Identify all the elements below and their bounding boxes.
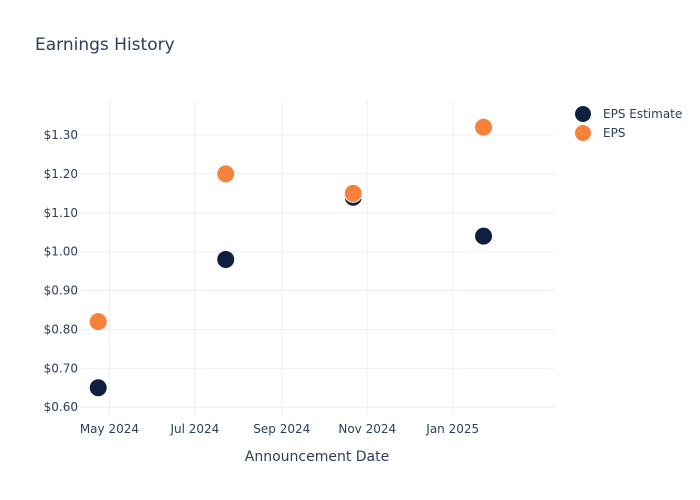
grid-lines [80, 100, 555, 415]
y-tick-label: $0.80 [44, 322, 78, 336]
eps-estimate-point[interactable] [216, 249, 236, 269]
eps-estimate-point[interactable] [474, 226, 494, 246]
eps-point[interactable] [343, 183, 363, 203]
legend-marker [575, 125, 591, 141]
x-tick-label: Sep 2024 [253, 422, 310, 436]
eps-point[interactable] [216, 164, 236, 184]
legend-label: EPS Estimate [603, 107, 682, 121]
eps-point[interactable] [88, 312, 108, 332]
legend-label: EPS [603, 126, 625, 140]
eps-point[interactable] [474, 117, 494, 137]
y-tick-label: $1.20 [44, 167, 78, 181]
eps-estimate-point[interactable] [88, 378, 108, 398]
x-axis-label: Announcement Date [245, 449, 389, 465]
x-tick-label: Jan 2025 [425, 422, 479, 436]
y-tick-label: $0.70 [44, 361, 78, 375]
x-axis-tick-labels: May 2024 Jul 2024 Sep 2024 Nov 2024 Jan 2025 [80, 422, 479, 436]
legend-marker [575, 106, 591, 122]
x-tick-label: Nov 2024 [338, 422, 396, 436]
legend[interactable]: EPS Estimate EPS [575, 106, 682, 141]
legend-item-eps-estimate[interactable]: EPS Estimate [575, 106, 682, 122]
data-points [88, 117, 494, 398]
y-tick-label: $1.10 [44, 206, 78, 220]
legend-item-eps[interactable]: EPS [575, 125, 625, 141]
y-tick-label: $1.00 [44, 245, 78, 259]
y-tick-label: $0.60 [44, 400, 78, 414]
x-tick-label: Jul 2024 [169, 422, 219, 436]
y-tick-label: $1.30 [44, 128, 78, 142]
x-tick-label: May 2024 [80, 422, 139, 436]
y-axis-tick-labels: $0.60 $0.70 $0.80 $0.90 $1.00 $1.10 $1.20 $1.30 [44, 128, 78, 414]
y-tick-label: $0.90 [44, 284, 78, 298]
chart-title: Earnings History [35, 35, 175, 55]
